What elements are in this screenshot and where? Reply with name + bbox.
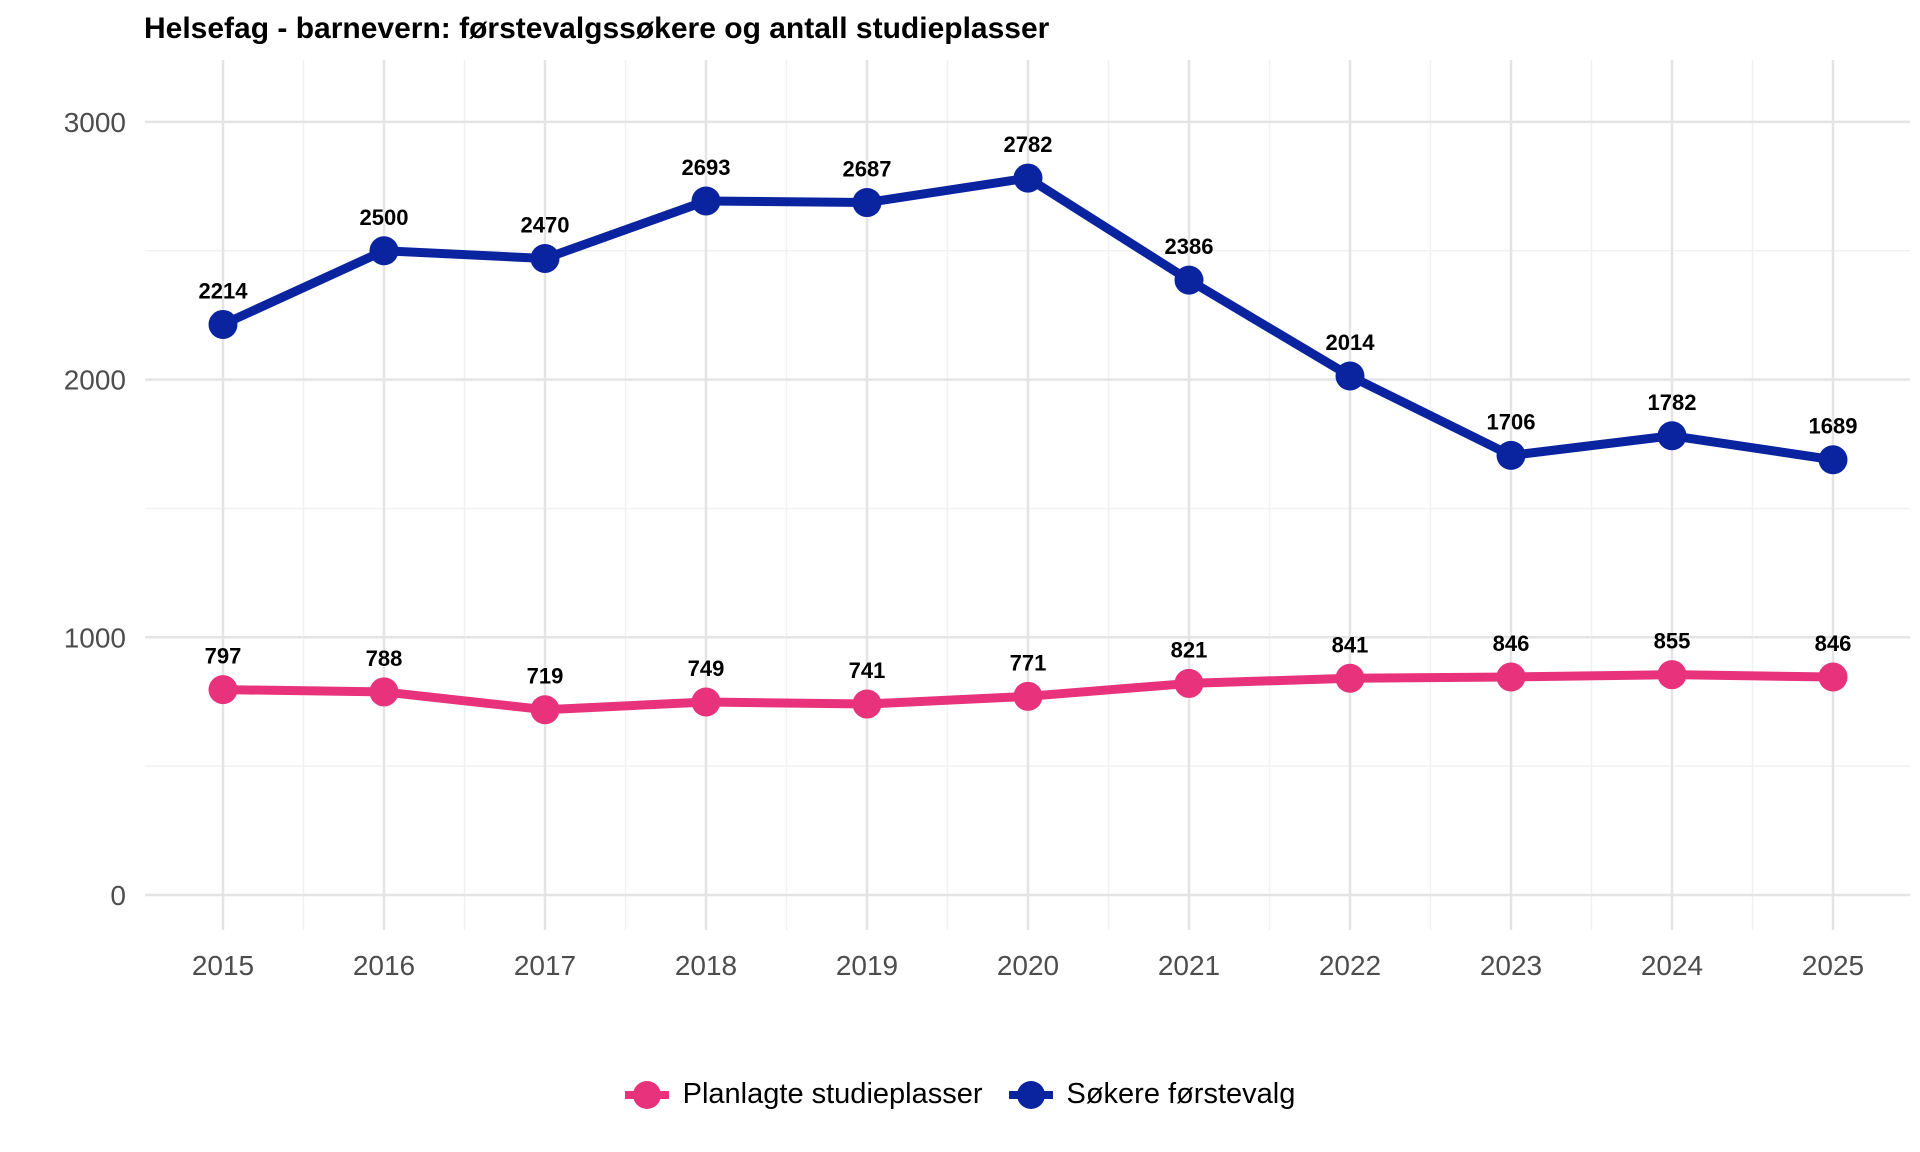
data-label: 2214 [199, 278, 249, 303]
x-tick-label: 2023 [1480, 950, 1542, 981]
data-point [1818, 445, 1848, 475]
x-tick-label: 2015 [192, 950, 254, 981]
y-tick-label: 3000 [64, 107, 126, 138]
x-tick-label: 2016 [353, 950, 415, 981]
x-tick-label: 2025 [1802, 950, 1864, 981]
data-point [208, 675, 238, 705]
data-label: 1706 [1487, 409, 1536, 434]
data-point [1496, 440, 1526, 470]
data-label: 2782 [1004, 132, 1053, 157]
legend-label: Planlagte studieplasser [682, 1078, 983, 1110]
series-points [208, 163, 1848, 725]
data-label: 2470 [521, 212, 570, 237]
data-point [530, 695, 560, 725]
y-tick-label: 0 [110, 880, 126, 911]
x-tick-label: 2018 [675, 950, 737, 981]
data-label: 771 [1010, 650, 1047, 675]
data-labels: 797 788 719 749 741 771 821 841 846 855 846 2214 250… [199, 132, 1858, 689]
data-label: 855 [1654, 629, 1691, 654]
data-label: 2687 [843, 157, 892, 182]
x-tick-label: 2019 [836, 950, 898, 981]
chart-title: Helsefag - barnevern: førstevalgssøkere … [144, 12, 1050, 45]
data-point [1174, 668, 1204, 698]
data-point [208, 309, 238, 339]
data-label: 1782 [1648, 390, 1697, 415]
data-label: 741 [849, 658, 886, 683]
x-tick-label: 2022 [1319, 950, 1381, 981]
x-tick-label: 2024 [1641, 950, 1703, 981]
data-point [369, 677, 399, 707]
data-label: 749 [688, 656, 725, 681]
data-label: 797 [205, 644, 242, 669]
data-label: 1689 [1809, 414, 1858, 439]
data-label: 2014 [1326, 330, 1376, 355]
data-point [369, 236, 399, 266]
x-tick-label: 2017 [514, 950, 576, 981]
data-label: 821 [1171, 637, 1208, 662]
data-point [1818, 662, 1848, 692]
data-label: 719 [527, 664, 564, 689]
data-label: 846 [1815, 631, 1852, 656]
data-label: 2386 [1165, 234, 1214, 259]
data-point [691, 687, 721, 717]
data-label: 788 [366, 646, 403, 671]
data-label: 841 [1332, 632, 1369, 657]
legend: Planlagte studieplasser Søkere førstevalg [0, 1078, 1920, 1111]
data-point [530, 243, 560, 273]
data-point [1657, 421, 1687, 451]
data-point [1013, 163, 1043, 193]
data-point [1335, 361, 1365, 391]
data-point [852, 689, 882, 719]
data-label: 2500 [360, 205, 409, 230]
data-label: 2693 [682, 155, 731, 180]
data-point [852, 188, 882, 218]
data-point [1657, 660, 1687, 690]
x-tick-label: 2020 [997, 950, 1059, 981]
legend-swatch [624, 1080, 669, 1110]
data-point [691, 186, 721, 216]
y-tick-label: 2000 [64, 365, 126, 396]
axis-labels: 0 1000 2000 3000 2015 2016 2017 2018 2019 2020 202… [64, 107, 1864, 981]
legend-swatch [1008, 1080, 1053, 1110]
x-tick-label: 2021 [1158, 950, 1220, 981]
data-point [1174, 265, 1204, 295]
data-point [1335, 663, 1365, 693]
legend-item: Planlagte studieplasser [624, 1078, 983, 1111]
legend-item: Søkere førstevalg [1008, 1078, 1296, 1111]
data-point [1496, 662, 1526, 692]
legend-label: Søkere førstevalg [1066, 1078, 1296, 1110]
y-tick-label: 1000 [64, 622, 126, 653]
data-point [1013, 681, 1043, 711]
data-label: 846 [1493, 631, 1530, 656]
